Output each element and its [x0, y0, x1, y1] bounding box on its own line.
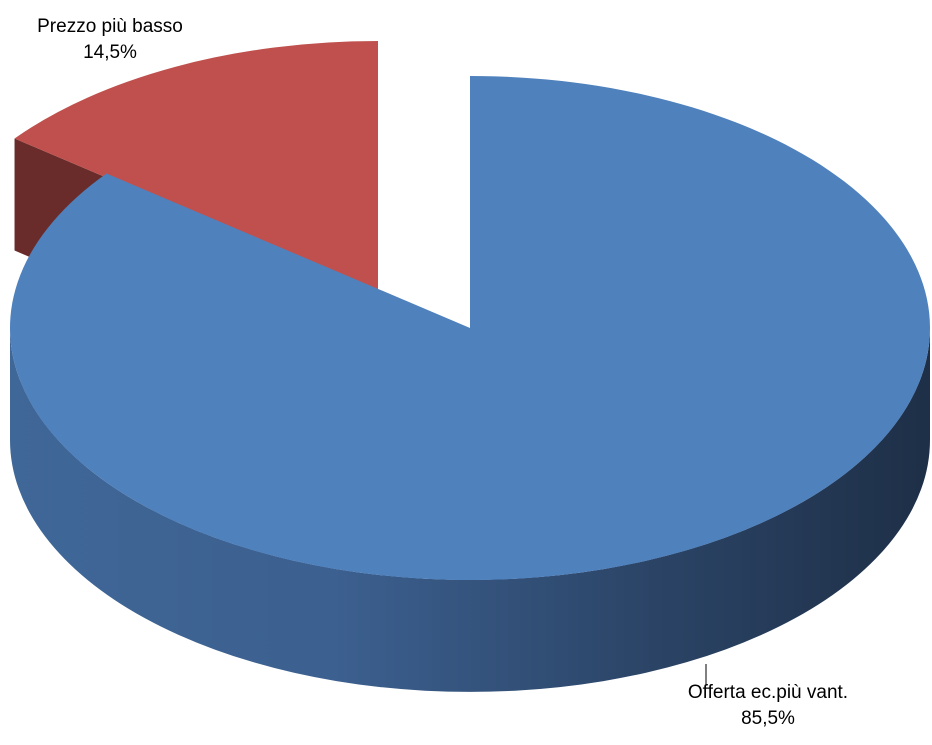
slice-value-prezzo: 14,5%	[83, 42, 137, 63]
slice-top-prezzo	[14, 40, 379, 293]
slice-name-prezzo: Prezzo più basso	[37, 16, 183, 37]
slice-side-offerta	[10, 328, 930, 692]
slice-label-prezzo: Prezzo più basso 14,5%	[0, 14, 220, 66]
slice-value-offerta: 85,5%	[741, 708, 795, 729]
slice-name-offerta: Offerta ec.più vant.	[687, 682, 849, 703]
slice-top-offerta	[9, 76, 931, 580]
slice-offerta	[9, 76, 931, 692]
slice-label-offerta: Offerta ec.più vant. 85,5%	[648, 680, 888, 732]
